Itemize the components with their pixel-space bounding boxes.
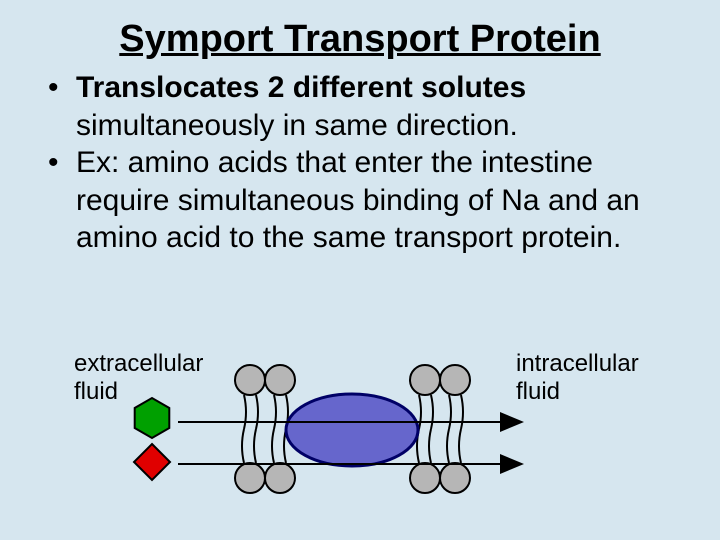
bullet-mark-icon: • <box>48 144 76 182</box>
symport-diagram <box>120 360 640 530</box>
bullet-item: • Translocates 2 different solutes simul… <box>48 69 690 144</box>
bullet-rest: Ex: amino acids that enter the intestine… <box>76 146 640 254</box>
bullet-rest: simultaneously in same direction. <box>76 109 518 142</box>
bullet-text: Ex: amino acids that enter the intestine… <box>76 144 690 257</box>
bullet-mark-icon: • <box>48 69 76 107</box>
bullet-item: • Ex: amino acids that enter the intesti… <box>48 144 690 257</box>
bullet-text: Translocates 2 different solutes simulta… <box>76 69 690 144</box>
bullet-list: • Translocates 2 different solutes simul… <box>0 69 720 257</box>
label-line: fluid <box>74 378 118 405</box>
diagram-svg <box>120 360 640 530</box>
bullet-bold: Translocates 2 different solutes <box>76 71 526 104</box>
page-title: Symport Transport Protein <box>0 0 720 69</box>
